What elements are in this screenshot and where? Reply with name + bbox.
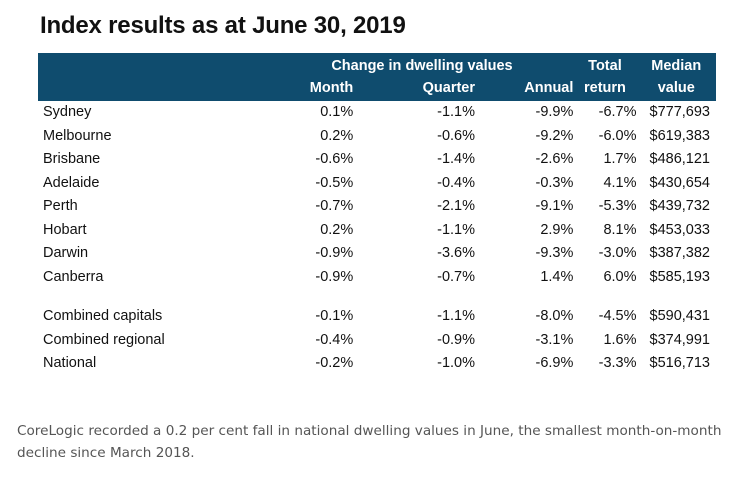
median-value: $619,383	[649, 127, 710, 144]
total-return: -6.0%	[598, 127, 637, 144]
table-row: Adelaide -0.5% -0.4% -0.3% 4.1% $430,654	[38, 172, 716, 196]
annual-change: -9.1%	[535, 198, 574, 214]
region-name: Combined capitals	[43, 308, 163, 324]
header-group-label: Change in dwelling values	[331, 58, 513, 74]
header-total-line1: Total	[588, 58, 622, 74]
annual-change: 1.4%	[540, 268, 574, 285]
index-results-table: Change in dwelling values Total Median M…	[38, 53, 716, 376]
month-change: 0.1%	[320, 104, 354, 120]
region-name: Perth	[43, 198, 78, 214]
annual-change: -0.3%	[535, 174, 574, 191]
month-change: -0.9%	[315, 245, 354, 261]
region-name: Hobart	[43, 221, 87, 238]
total-return: 4.1%	[603, 174, 637, 191]
header-row-1: Change in dwelling values Total Median	[38, 53, 716, 77]
table-row: Perth -0.7% -2.1% -9.1% -5.3% $439,732	[38, 195, 716, 219]
quarter-change: -0.9%	[437, 331, 476, 348]
annual-change: -9.2%	[535, 127, 574, 144]
quarter-change: -0.7%	[437, 268, 476, 285]
month-change: -0.6%	[315, 151, 354, 167]
quarter-change: -1.1%	[437, 104, 476, 120]
month-change: -0.4%	[315, 331, 354, 348]
median-value: $374,991	[649, 331, 710, 348]
median-value: $516,713	[649, 355, 710, 371]
region-name: Darwin	[43, 245, 89, 261]
annual-change: -9.9%	[535, 104, 574, 120]
quarter-change: -3.6%	[437, 245, 476, 261]
median-value: $777,693	[649, 104, 710, 120]
header-month: Month	[309, 80, 354, 96]
median-value: $590,431	[649, 308, 710, 324]
median-value: $430,654	[649, 174, 710, 191]
total-return: 1.7%	[603, 151, 637, 167]
quarter-change: -1.1%	[437, 221, 476, 238]
table-row: Brisbane -0.6% -1.4% -2.6% 1.7% $486,121	[38, 148, 716, 172]
median-value: $585,193	[649, 268, 710, 285]
quarter-change: -0.4%	[437, 174, 476, 191]
table-body: Sydney 0.1% -1.1% -9.9% -6.7% $777,693 M…	[38, 101, 716, 376]
table-row: Canberra -0.9% -0.7% 1.4% 6.0% $585,193	[38, 266, 716, 290]
median-value: $486,121	[649, 151, 710, 167]
region-name: Brisbane	[43, 151, 101, 167]
table-row: Darwin -0.9% -3.6% -9.3% -3.0% $387,382	[38, 242, 716, 266]
month-change: -0.2%	[315, 355, 354, 371]
table-row: Combined capitals -0.1% -1.1% -8.0% -4.5…	[38, 305, 716, 329]
month-change: -0.1%	[315, 308, 354, 324]
region-name: Canberra	[43, 268, 104, 285]
region-name: Sydney	[43, 104, 92, 120]
header-median-line1: Median	[651, 58, 702, 74]
annual-change: 2.9%	[540, 221, 574, 238]
median-value: $453,033	[649, 221, 710, 238]
spacer-cell	[38, 289, 716, 305]
total-return: -4.5%	[598, 308, 637, 324]
region-name: Combined regional	[43, 331, 165, 348]
quarter-change: -0.6%	[437, 127, 476, 144]
total-return: -3.3%	[598, 355, 637, 371]
region-name: Adelaide	[43, 174, 100, 191]
header-blank-2	[38, 77, 271, 101]
table-row: Sydney 0.1% -1.1% -9.9% -6.7% $777,693	[38, 101, 716, 125]
month-change: -0.5%	[315, 174, 354, 191]
month-change: 0.2%	[320, 221, 354, 238]
header-quarter: Quarter	[422, 80, 476, 96]
table-row: Combined regional -0.4% -0.9% -3.1% 1.6%…	[38, 329, 716, 353]
annual-change: -2.6%	[535, 151, 574, 167]
row-spacer	[38, 289, 716, 305]
month-change: -0.9%	[315, 268, 354, 285]
quarter-change: -2.1%	[437, 198, 476, 214]
region-name: Melbourne	[43, 127, 112, 144]
table-row: National -0.2% -1.0% -6.9% -3.3% $516,71…	[38, 352, 716, 376]
annual-change: -9.3%	[535, 245, 574, 261]
annual-change: -8.0%	[535, 308, 574, 324]
table-row: Melbourne 0.2% -0.6% -9.2% -6.0% $619,38…	[38, 125, 716, 149]
header-total-line2: return	[584, 80, 626, 96]
total-return: 1.6%	[603, 331, 637, 348]
quarter-change: -1.0%	[437, 355, 476, 371]
page-title: Index results as at June 30, 2019	[40, 12, 406, 39]
figure-caption: CoreLogic recorded a 0.2 per cent fall i…	[17, 423, 722, 461]
header-median-line2: value	[657, 80, 695, 96]
month-change: -0.7%	[315, 198, 354, 214]
quarter-change: -1.1%	[437, 308, 476, 324]
header-annual: Annual	[524, 80, 574, 96]
annual-change: -6.9%	[535, 355, 574, 371]
table-header: Change in dwelling values Total Median M…	[38, 53, 716, 101]
region-name: National	[43, 355, 97, 371]
quarter-change: -1.4%	[437, 151, 476, 167]
total-return: -3.0%	[598, 245, 637, 261]
annual-change: -3.1%	[535, 331, 574, 348]
median-value: $439,732	[649, 198, 710, 214]
header-row-2: Month Quarter Annual return value	[38, 77, 716, 101]
month-change: 0.2%	[320, 127, 354, 144]
median-value: $387,382	[649, 245, 710, 261]
total-return: 8.1%	[603, 221, 637, 238]
total-return: 6.0%	[603, 268, 637, 285]
total-return: -6.7%	[598, 104, 637, 120]
table-row: Hobart 0.2% -1.1% 2.9% 8.1% $453,033	[38, 219, 716, 243]
header-blank	[38, 53, 271, 77]
total-return: -5.3%	[598, 198, 637, 214]
